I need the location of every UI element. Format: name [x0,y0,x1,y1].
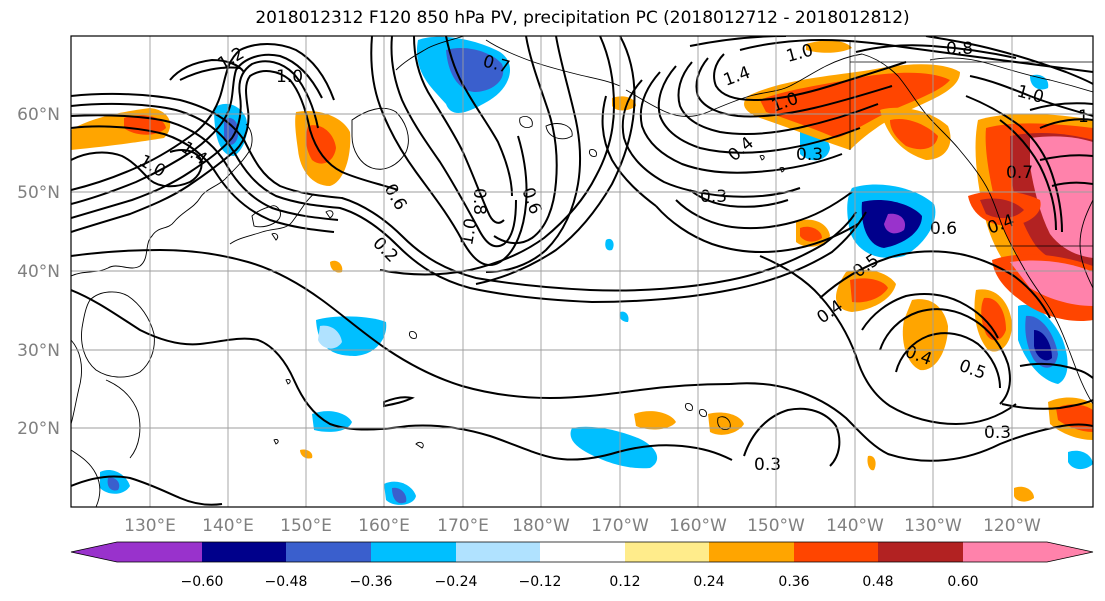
lon-label-180w: 180°W [512,516,570,536]
longitude-labels: 130°E 140°E 150°E 160°E 170°E 180°W 170°… [124,516,1041,536]
contour-label: 0.3 [796,145,823,165]
lon-label-120w: 120°W [983,516,1041,536]
lat-label-50n: 50°N [17,183,60,203]
contour-label: 1.0 [457,217,481,247]
colorbar-segment [286,542,371,562]
colorbar-segment [878,542,963,562]
colorbar-tick-label: 0.60 [947,574,978,590]
colorbar-segment [456,542,540,562]
lon-label-170w: 170°W [591,516,649,536]
contour-label: 0.3 [700,187,727,207]
contour-label: 0.3 [754,455,781,475]
colorbar-tick-label: −0.48 [265,574,308,590]
colorbar-segment [709,542,794,562]
colorbar-segment [540,542,625,562]
colorbar-segment [71,542,202,562]
contour-label: 0.3 [984,423,1011,443]
coastlines [71,36,1093,507]
colorbar-segment [202,542,286,562]
lon-label-150e: 150°E [280,516,332,536]
lon-label-140w: 140°W [826,516,884,536]
contour-label: 1.0 [276,67,303,87]
lat-label-20n: 20°N [17,419,60,439]
lon-label-170e: 170°E [437,516,489,536]
gridlines [71,36,1093,507]
lon-label-160e: 160°E [358,516,410,536]
map-panel: 1.2 1.0 1.4 1.0 0.7 1.0 1.4 1.0 0.8 1.0 … [70,35,1094,508]
colorbar-tick-label: 0.24 [693,574,724,590]
contour-label: 0.7 [1006,163,1033,183]
latitude-labels: 60°N 50°N 40°N 30°N 20°N [17,105,60,439]
lon-label-160w: 160°W [669,516,727,536]
colorbar-tick-label: 0.48 [862,574,893,590]
contour-label: 0.8 [946,39,973,59]
colorbar-tick-label: −0.60 [181,574,224,590]
colorbar-tick-label: −0.12 [519,574,562,590]
lon-label-140e: 140°E [202,516,254,536]
map-frame [70,35,1094,508]
contour-label: 1 [1078,107,1089,127]
contour-label: 0.6 [930,219,957,239]
colorbar-tick-label: 0.12 [609,574,640,590]
lat-label-30n: 30°N [17,341,60,361]
colorbar: −0.60 −0.48 −0.36 −0.24 −0.12 0.12 0.24 … [70,541,1094,590]
contour-label: 0.8 [469,188,489,215]
lon-label-150w: 150°W [747,516,805,536]
colorbar-outline [70,541,1094,563]
lon-label-130e: 130°E [124,516,176,536]
colorbar-segment [963,542,1093,562]
colorbar-segment [371,542,456,562]
colorbar-segment [794,542,878,562]
lat-label-60n: 60°N [17,105,60,125]
map-content: 1.2 1.0 1.4 1.0 0.7 1.0 1.4 1.0 0.8 1.0 … [71,36,1093,507]
lon-label-130w: 130°W [904,516,962,536]
colorbar-segments [70,541,1094,563]
lat-label-40n: 40°N [17,262,60,282]
colorbar-segment [625,542,709,562]
colorbar-tick-label: −0.36 [350,574,393,590]
colorbar-tick-labels: −0.60 −0.48 −0.36 −0.24 −0.12 0.12 0.24 … [181,574,979,590]
map-title: 2018012312 F120 850 hPa PV, precipitatio… [255,8,910,28]
colorbar-tick-label: −0.24 [435,574,478,590]
colorbar-tick-label: 0.36 [778,574,809,590]
